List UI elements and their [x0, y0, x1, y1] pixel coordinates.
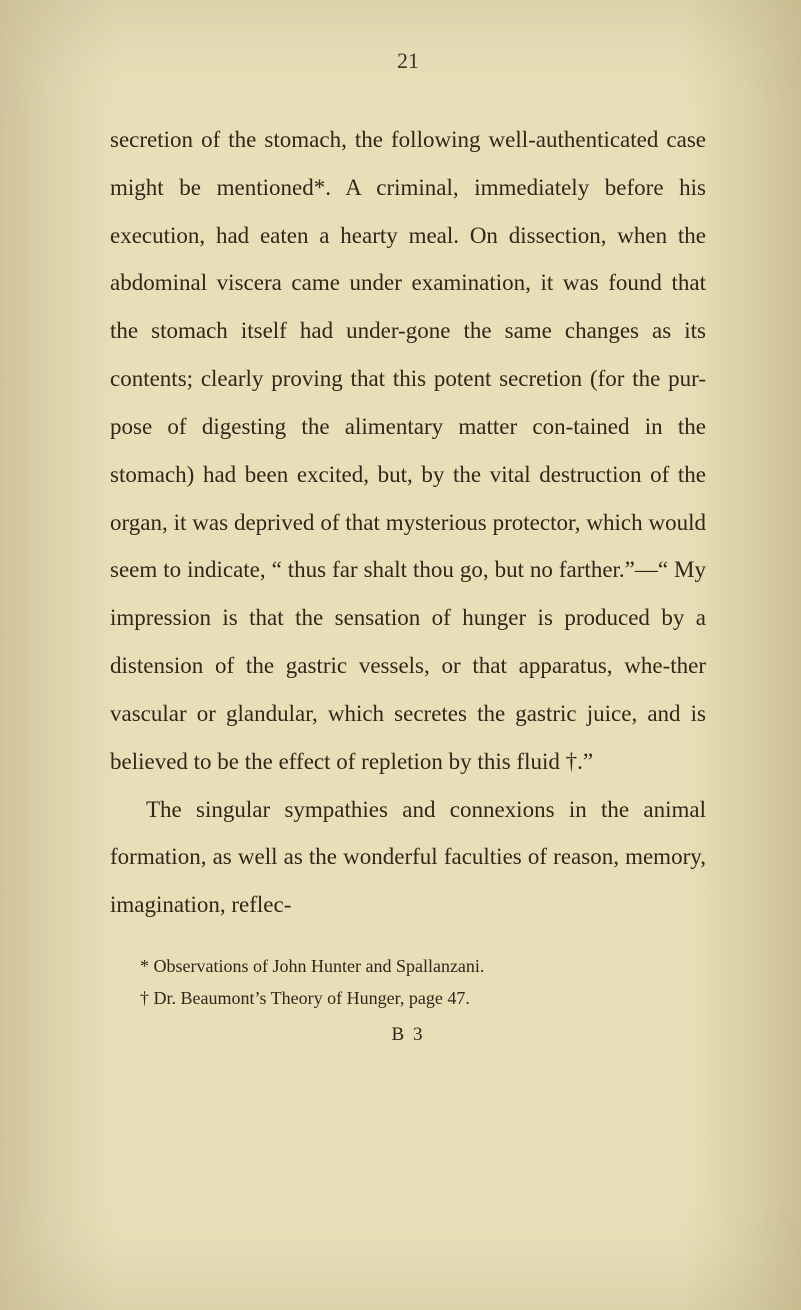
paragraph-2: The singular sympathies and connexions i… [110, 786, 706, 929]
page-container: 21 secretion of the stomach, the followi… [0, 0, 801, 1310]
footnotes: * Observations of John Hunter and Spalla… [110, 951, 706, 1014]
body-text: secretion of the stomach, the following … [110, 116, 706, 929]
footnote-2: † Dr. Beaumont’s Theory of Hunger, page … [110, 983, 706, 1015]
signature-mark: B 3 [110, 1024, 706, 1046]
paragraph-1: secretion of the stomach, the following … [110, 116, 706, 786]
page-number: 21 [110, 48, 706, 74]
footnote-1: * Observations of John Hunter and Spalla… [110, 951, 706, 983]
